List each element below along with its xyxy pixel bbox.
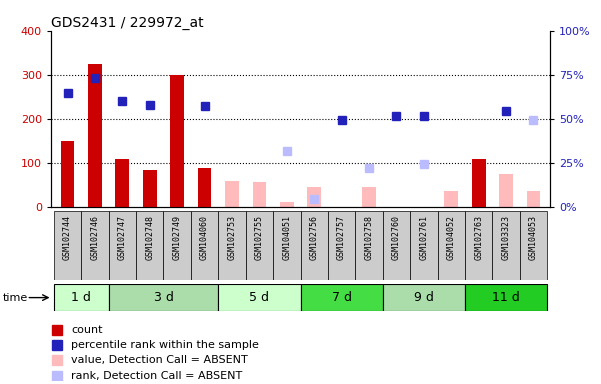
Bar [115,159,129,207]
Text: GSM102758: GSM102758 [365,215,373,260]
FancyBboxPatch shape [246,211,273,280]
FancyBboxPatch shape [383,284,465,311]
FancyBboxPatch shape [383,211,410,280]
Bar [198,169,212,207]
Bar [472,159,486,207]
FancyBboxPatch shape [492,211,520,280]
FancyBboxPatch shape [54,284,109,311]
Text: count: count [71,325,103,335]
Text: GSM102756: GSM102756 [310,215,319,260]
Text: GSM102755: GSM102755 [255,215,264,260]
Text: GSM103323: GSM103323 [502,215,511,260]
Text: percentile rank within the sample: percentile rank within the sample [71,340,259,350]
Text: GDS2431 / 229972_at: GDS2431 / 229972_at [51,16,204,30]
FancyBboxPatch shape [81,211,109,280]
Bar [444,190,458,207]
Bar [61,141,75,207]
Text: GSM102744: GSM102744 [63,215,72,260]
FancyBboxPatch shape [328,211,355,280]
Text: GSM102746: GSM102746 [90,215,99,260]
FancyBboxPatch shape [300,211,328,280]
FancyBboxPatch shape [136,211,163,280]
Bar [225,181,239,207]
Bar [252,182,266,207]
FancyBboxPatch shape [109,211,136,280]
Text: 7 d: 7 d [332,291,352,304]
FancyBboxPatch shape [300,284,383,311]
FancyBboxPatch shape [438,211,465,280]
FancyBboxPatch shape [355,211,383,280]
Text: time: time [3,293,28,303]
Bar [143,170,157,207]
FancyBboxPatch shape [218,211,246,280]
FancyBboxPatch shape [218,284,300,311]
Text: GSM102753: GSM102753 [228,215,236,260]
Text: GSM104060: GSM104060 [200,215,209,260]
Text: GSM104052: GSM104052 [447,215,456,260]
FancyBboxPatch shape [520,211,547,280]
Text: GSM102761: GSM102761 [419,215,429,260]
FancyBboxPatch shape [109,284,218,311]
Text: 9 d: 9 d [414,291,434,304]
Text: GSM102749: GSM102749 [172,215,182,260]
FancyBboxPatch shape [465,284,547,311]
FancyBboxPatch shape [410,211,438,280]
Bar [88,64,102,207]
Text: GSM102760: GSM102760 [392,215,401,260]
Bar [526,190,540,207]
FancyBboxPatch shape [191,211,218,280]
Bar [362,187,376,207]
Text: GSM102763: GSM102763 [474,215,483,260]
FancyBboxPatch shape [54,211,81,280]
Text: GSM102757: GSM102757 [337,215,346,260]
Bar [307,187,321,207]
FancyBboxPatch shape [163,211,191,280]
FancyBboxPatch shape [273,211,300,280]
Text: 1 d: 1 d [72,291,91,304]
FancyBboxPatch shape [465,211,492,280]
Text: 3 d: 3 d [153,291,174,304]
Text: GSM102748: GSM102748 [145,215,154,260]
Text: GSM104051: GSM104051 [282,215,291,260]
Text: 11 d: 11 d [492,291,520,304]
Text: GSM104053: GSM104053 [529,215,538,260]
Bar [499,174,513,207]
Text: 5 d: 5 d [249,291,269,304]
Bar [280,202,294,207]
Text: value, Detection Call = ABSENT: value, Detection Call = ABSENT [71,356,248,366]
Text: rank, Detection Call = ABSENT: rank, Detection Call = ABSENT [71,371,242,381]
Bar [170,75,184,207]
Text: GSM102747: GSM102747 [118,215,127,260]
